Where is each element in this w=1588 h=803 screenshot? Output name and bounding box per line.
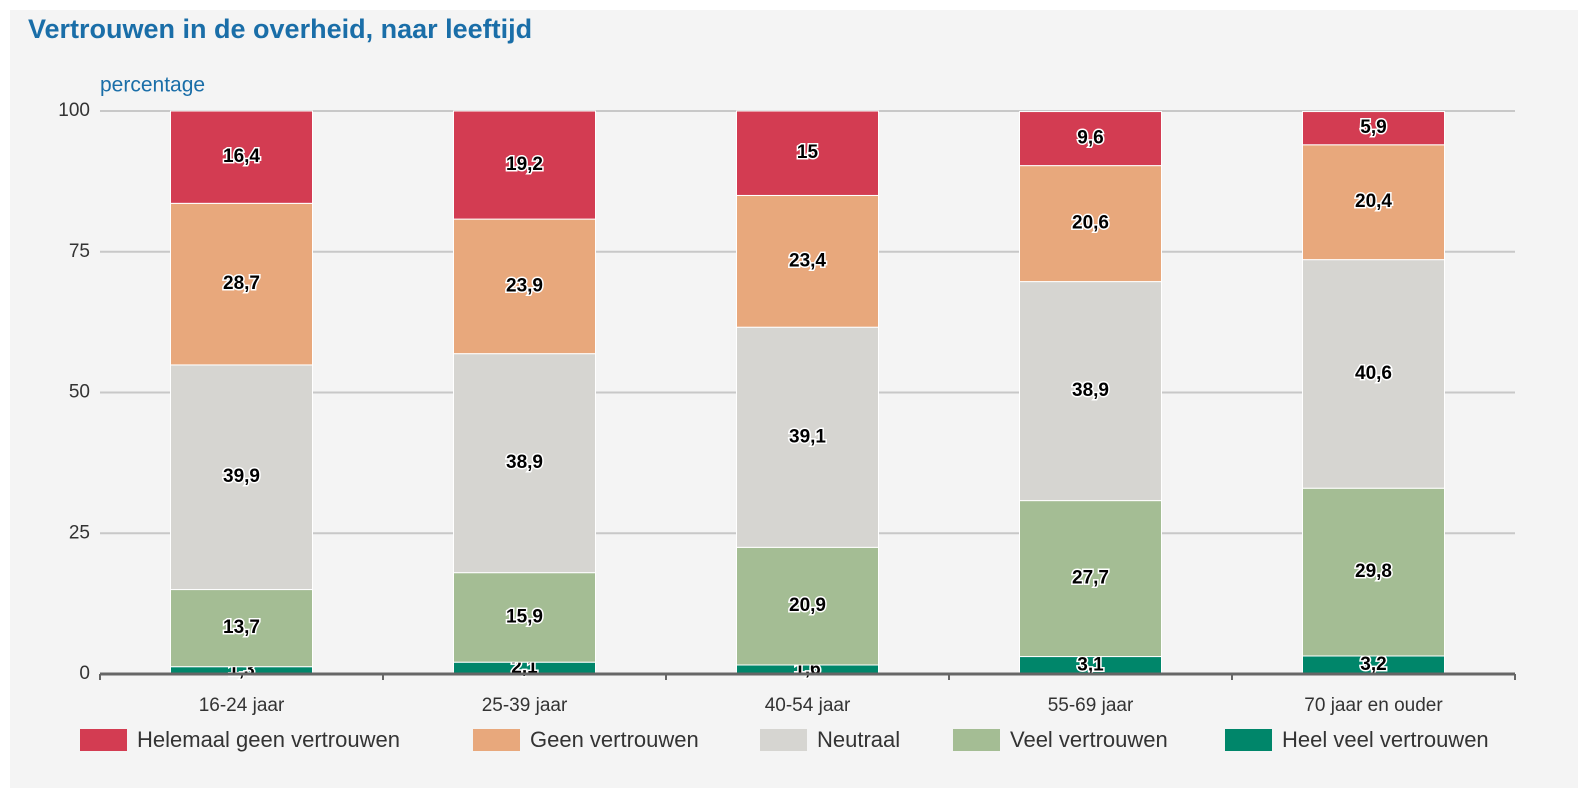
bar-segment xyxy=(170,364,313,591)
legend-label: Helemaal geen vertrouwen xyxy=(137,727,400,752)
bar-segment xyxy=(1019,111,1162,167)
data-label: 16,4 xyxy=(223,146,260,167)
legend-label: Geen vertrouwen xyxy=(530,727,699,752)
bar-segment xyxy=(1302,144,1445,261)
data-label: 15 xyxy=(797,142,819,163)
bar-segment xyxy=(1302,111,1445,146)
data-label: 3,2 xyxy=(1360,654,1386,675)
data-label: 20,9 xyxy=(789,595,826,616)
y-tick-label: 0 xyxy=(79,663,90,684)
legend-swatch xyxy=(760,729,807,751)
legend-swatch xyxy=(953,729,1000,751)
legend-swatch xyxy=(80,729,127,751)
data-label: 38,9 xyxy=(1072,380,1109,401)
bar-segment xyxy=(1019,281,1162,502)
x-tick-label: 16-24 jaar xyxy=(199,695,285,716)
x-tick-label: 40-54 jaar xyxy=(765,695,851,716)
bar-segment xyxy=(453,572,596,663)
data-label: 19,2 xyxy=(506,154,543,175)
data-label: 20,4 xyxy=(1355,191,1392,212)
data-label: 39,9 xyxy=(223,466,260,487)
data-label: 9,6 xyxy=(1077,128,1103,149)
data-label: 23,4 xyxy=(789,250,826,271)
bar-segment xyxy=(736,326,879,548)
legend-swatch xyxy=(473,729,520,751)
x-tick-label: 55-69 jaar xyxy=(1048,695,1134,716)
y-tick-label: 25 xyxy=(69,522,90,543)
data-label: 39,1 xyxy=(789,426,826,447)
data-label: 5,9 xyxy=(1360,117,1386,138)
bar-segment xyxy=(1019,500,1162,658)
data-label: 3,1 xyxy=(1077,654,1104,675)
bar-segment xyxy=(736,546,879,666)
bar-segment xyxy=(170,202,313,366)
bar-segment xyxy=(453,110,596,220)
data-label: 40,6 xyxy=(1355,363,1392,384)
bar-segment xyxy=(170,110,313,204)
bar-segment xyxy=(453,353,596,574)
bar-segment xyxy=(1019,165,1162,283)
bar-segment xyxy=(1302,487,1445,657)
legend-label: Veel vertrouwen xyxy=(1010,727,1168,752)
y-axis-label: percentage xyxy=(100,74,205,97)
y-tick-label: 100 xyxy=(58,100,90,121)
data-label: 27,7 xyxy=(1072,568,1109,589)
bar-segment xyxy=(736,194,879,328)
legend-swatch xyxy=(1225,729,1272,751)
y-tick-label: 75 xyxy=(69,241,90,262)
y-tick-label: 50 xyxy=(69,382,90,403)
legend-label: Heel veel vertrouwen xyxy=(1282,727,1489,752)
legend-label: Neutraal xyxy=(817,727,900,752)
x-tick-label: 70 jaar en ouder xyxy=(1304,695,1443,716)
data-label: 38,9 xyxy=(506,452,543,473)
chart-title: Vertrouwen in de overheid, naar leeftijd xyxy=(28,14,532,44)
data-label: 23,9 xyxy=(506,275,543,296)
data-label: 13,7 xyxy=(223,617,260,638)
data-label: 20,6 xyxy=(1072,213,1109,234)
data-label: 15,9 xyxy=(506,606,543,627)
data-label: 28,7 xyxy=(223,273,260,294)
bar-segment xyxy=(736,110,879,196)
data-label: 29,8 xyxy=(1355,561,1392,582)
bar-segment xyxy=(170,589,313,668)
bar-segment xyxy=(1302,259,1445,489)
x-tick-label: 25-39 jaar xyxy=(482,695,568,716)
